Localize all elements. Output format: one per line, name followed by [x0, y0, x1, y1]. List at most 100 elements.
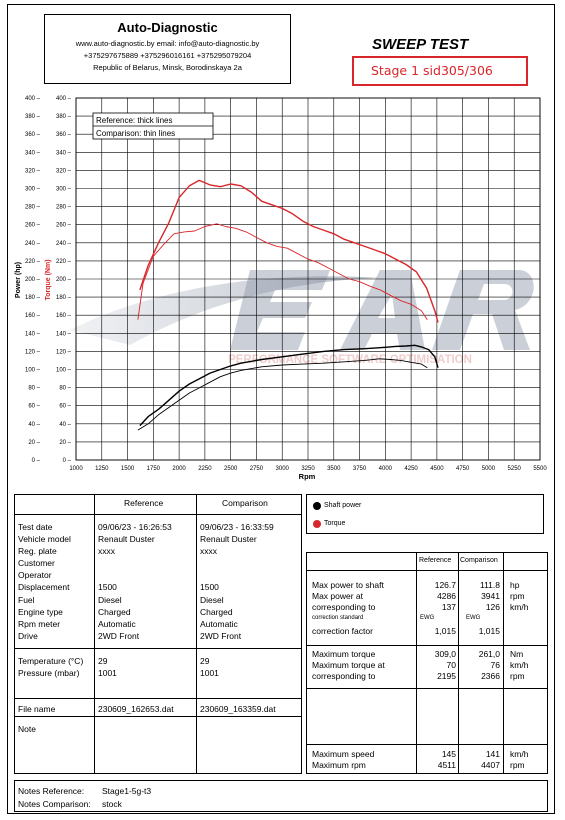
y-tick-label-power: 280 – — [25, 205, 41, 211]
dyno-chart: PERFORMANCE SOFTWARE OPTIMISATION 1000 12… — [15, 96, 547, 481]
res-cmp-correction-factor: 1,015 — [478, 626, 500, 636]
report-page — [7, 4, 555, 814]
x-tick-label: 2000 — [172, 466, 186, 472]
y-tick-label-power: 340 – — [25, 150, 41, 156]
series-legend — [306, 494, 544, 534]
label-test-date: Test date — [18, 522, 53, 532]
res-label-max-torque-at: Maximum torque at — [312, 660, 385, 670]
y-tick-label-power: 120 – — [25, 349, 41, 355]
label-drive: Drive — [18, 631, 38, 641]
cmp-fuel: Diesel — [200, 595, 224, 605]
watermark-swoosh — [70, 276, 380, 345]
y-tick-label-torque: 80 – — [59, 386, 71, 392]
y-axis-label-power: Power (hp) — [15, 262, 22, 298]
y-tick-label-power: 60 – — [28, 404, 40, 410]
ref-file-name: 230609_162653.dat — [98, 704, 174, 714]
table-reference-header: Reference — [124, 498, 164, 508]
res-unit-max-power-speed: km/h — [510, 602, 529, 612]
y-tick-label-torque: 340 – — [56, 150, 72, 156]
legend-shaft-power: Shaft power — [324, 502, 362, 509]
res-cmp-max-rpm: 4407 — [481, 760, 500, 770]
res-ref-max-power-speed: 137 — [441, 602, 456, 612]
label-fuel: Fuel — [18, 595, 35, 605]
legend-torque: Torque — [324, 520, 346, 527]
ref-drive: 2WD Front — [98, 631, 140, 641]
chart-grid — [75, 97, 541, 461]
y-tick-label-torque: 160 – — [56, 313, 72, 319]
res-ref-max-rpm: 4511 — [437, 760, 456, 770]
y-tick-label-torque: 400 – — [56, 96, 72, 102]
company-phones: +375297675889 +375296016161 +37529507920… — [83, 51, 252, 60]
cmp-rpm-meter: Automatic — [200, 619, 238, 629]
notes-comparison-value: stock — [102, 799, 122, 809]
cmp-test-date: 09/06/23 - 16:33:59 — [200, 522, 274, 532]
cmp-file-name: 230609_163359.dat — [200, 704, 276, 714]
ref-pressure: 1001 — [98, 668, 117, 678]
chart-ticks: 1000 1250 1500 1750 2000 2250 2500 2750 3000 3250… — [25, 96, 547, 472]
series-line-power-comparison — [137, 358, 428, 431]
res-unit-max-power: hp — [510, 580, 520, 590]
y-tick-label-torque: 60 – — [59, 404, 71, 410]
res-cmp-max-torque-at: 76 — [490, 660, 500, 670]
x-tick-label: 4000 — [379, 466, 393, 472]
res-unit-max-power-rpm: rpm — [510, 591, 525, 601]
y-tick-label-power: 140 – — [25, 331, 41, 337]
cmp-engine-type: Charged — [200, 607, 233, 617]
y-tick-label-power: 80 – — [28, 386, 40, 392]
legend-reference: Reference: thick lines — [96, 116, 172, 125]
watermark-letter-a — [340, 270, 425, 350]
res-label-max-torque-rpm: corresponding to — [312, 671, 376, 681]
company-brand: Auto-Diagnostic — [117, 20, 218, 35]
x-tick-label: 5000 — [482, 466, 496, 472]
y-tick-label-power: 240 – — [25, 241, 41, 247]
chart-series — [137, 179, 439, 431]
y-tick-label-torque: 300 – — [56, 187, 72, 193]
cmp-displacement: 1500 — [200, 582, 219, 592]
ref-vehicle-model: Renault Duster — [98, 534, 155, 544]
ref-temperature: 29 — [98, 656, 108, 666]
company-header: Auto-Diagnostic www.auto-diagnostic.by e… — [44, 14, 291, 84]
watermark-letter-r — [432, 270, 534, 350]
x-tick-label: 4500 — [430, 466, 444, 472]
res-ref-max-torque-rpm: 2195 — [437, 671, 456, 681]
x-tick-label: 4750 — [456, 466, 470, 472]
res-cmp-max-power-speed: 126 — [485, 602, 500, 612]
y-tick-label-power: 0 – — [32, 458, 41, 464]
label-note: Note — [18, 724, 36, 734]
label-customer: Customer — [18, 558, 55, 568]
x-tick-label: 1000 — [69, 466, 83, 472]
x-tick-label: 3500 — [327, 466, 341, 472]
x-tick-label: 2250 — [198, 466, 212, 472]
ref-fuel: Diesel — [98, 595, 122, 605]
series-line-torque-reference — [139, 179, 439, 323]
ref-displacement: 1500 — [98, 582, 117, 592]
y-tick-label-power: 300 – — [25, 187, 41, 193]
res-cmp-max-speed: 141 — [485, 749, 500, 759]
res-ref-max-torque-at: 70 — [446, 660, 456, 670]
y-tick-label-power: 220 – — [25, 259, 41, 265]
x-tick-label: 1500 — [121, 466, 135, 472]
y-axis-label-torque: Torque (Nm) — [45, 259, 52, 300]
torque-dot — [313, 520, 321, 528]
vehicle-table — [14, 494, 302, 774]
x-tick-label: 1250 — [95, 466, 109, 472]
notes-comparison-label: Notes Comparison: — [18, 799, 91, 809]
res-ref-correction-std: EWG — [420, 615, 435, 621]
y-tick-label-power: 320 – — [25, 168, 41, 174]
notes-box — [14, 780, 548, 812]
company-address: Republic of Belarus, Minsk, Borodinskaya… — [93, 63, 242, 72]
x-tick-label: 3250 — [301, 466, 315, 472]
x-tick-label: 3750 — [353, 466, 367, 472]
res-label-max-speed: Maximum speed — [312, 749, 375, 759]
series-line-power-reference — [139, 344, 439, 427]
plot-frame — [75, 97, 541, 461]
x-tick-label: 1750 — [147, 466, 161, 472]
y-tick-label-torque: 380 – — [56, 114, 72, 120]
label-engine-type: Engine type — [18, 607, 63, 617]
res-unit-max-rpm: rpm — [510, 760, 525, 770]
y-tick-label-power: 360 – — [25, 132, 41, 138]
cmp-drive: 2WD Front — [200, 631, 242, 641]
x-tick-label: 5250 — [508, 466, 522, 472]
label-reg-plate: Reg. plate — [18, 546, 57, 556]
res-unit-max-torque-rpm: rpm — [510, 671, 525, 681]
